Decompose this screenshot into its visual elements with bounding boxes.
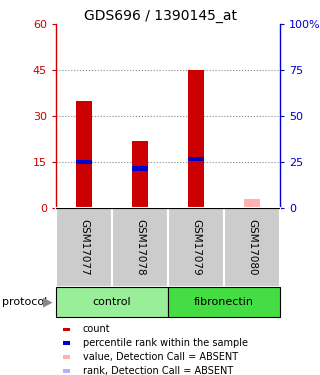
Text: protocol: protocol <box>2 297 47 307</box>
Bar <box>132 141 148 208</box>
Bar <box>63 327 70 331</box>
Bar <box>188 157 204 161</box>
Text: GSM17080: GSM17080 <box>247 219 257 276</box>
Bar <box>244 199 260 208</box>
Text: count: count <box>83 324 110 334</box>
Text: control: control <box>93 297 131 307</box>
Text: GSM17077: GSM17077 <box>79 219 89 276</box>
Text: GSM17079: GSM17079 <box>191 219 201 276</box>
Text: fibronectin: fibronectin <box>194 297 254 307</box>
Bar <box>188 70 204 208</box>
Text: GSM17078: GSM17078 <box>135 219 145 276</box>
Text: rank, Detection Call = ABSENT: rank, Detection Call = ABSENT <box>83 366 233 375</box>
Bar <box>56 208 112 287</box>
Bar <box>56 287 168 317</box>
Bar <box>76 101 92 208</box>
Bar <box>76 160 92 165</box>
Text: value, Detection Call = ABSENT: value, Detection Call = ABSENT <box>83 352 238 362</box>
Bar <box>63 355 70 358</box>
Bar <box>132 166 148 171</box>
Text: ▶: ▶ <box>43 296 52 308</box>
Bar <box>63 341 70 345</box>
Bar <box>224 208 280 287</box>
Text: GDS696 / 1390145_at: GDS696 / 1390145_at <box>84 9 236 23</box>
Text: percentile rank within the sample: percentile rank within the sample <box>83 338 248 348</box>
Bar <box>168 287 280 317</box>
Bar <box>63 369 70 372</box>
Bar <box>112 208 168 287</box>
Bar <box>168 208 224 287</box>
